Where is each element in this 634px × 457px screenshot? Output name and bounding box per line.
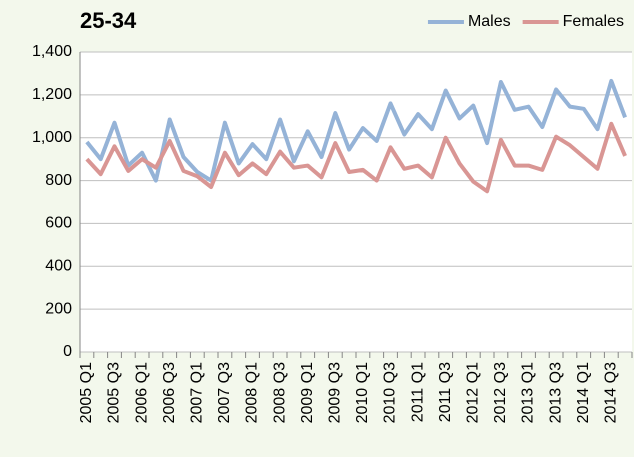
x-tick-label: 2008 Q3 bbox=[271, 362, 288, 423]
x-tick-label: 2012 Q1 bbox=[465, 362, 482, 423]
y-tick-label: 0 bbox=[63, 343, 72, 360]
series-line bbox=[85, 121, 627, 194]
x-tick-label: 2009 Q1 bbox=[299, 362, 316, 423]
x-tick-label: 2007 Q1 bbox=[189, 362, 206, 423]
x-tick-label: 2005 Q3 bbox=[106, 362, 123, 423]
legend-label: Females bbox=[563, 13, 624, 30]
x-tick-label: 2006 Q1 bbox=[133, 362, 150, 423]
y-tick-label: 600 bbox=[45, 215, 72, 232]
y-tick-label: 200 bbox=[45, 300, 72, 317]
y-tick-label: 1,400 bbox=[32, 43, 72, 60]
x-tick-label: 2011 Q3 bbox=[437, 362, 454, 422]
x-tick-label: 2008 Q1 bbox=[244, 362, 261, 423]
x-tick-label: 2014 Q3 bbox=[603, 362, 620, 423]
x-tick-label: 2011 Q1 bbox=[409, 362, 426, 422]
x-tick-label: 2006 Q3 bbox=[161, 362, 178, 423]
x-tick-label: 2010 Q1 bbox=[354, 362, 371, 423]
x-tick-label: 2012 Q3 bbox=[492, 362, 509, 423]
y-tick-label: 800 bbox=[45, 172, 72, 189]
series-line bbox=[85, 78, 627, 183]
x-tick-label: 2010 Q3 bbox=[382, 362, 399, 423]
plot-area bbox=[80, 52, 632, 352]
y-tick-label: 400 bbox=[45, 258, 72, 275]
legend-label: Males bbox=[468, 13, 511, 30]
x-tick-label: 2013 Q3 bbox=[547, 362, 564, 423]
chart-title: 25-34 bbox=[80, 8, 137, 33]
x-tick-label: 2014 Q1 bbox=[575, 362, 592, 423]
x-tick-label: 2013 Q1 bbox=[520, 362, 537, 423]
y-tick-label: 1,200 bbox=[32, 86, 72, 103]
x-tick-label: 2009 Q3 bbox=[327, 362, 344, 423]
y-tick-label: 1,000 bbox=[32, 129, 72, 146]
x-tick-label: 2007 Q3 bbox=[216, 362, 233, 423]
x-tick-label: 2005 Q1 bbox=[78, 362, 95, 423]
